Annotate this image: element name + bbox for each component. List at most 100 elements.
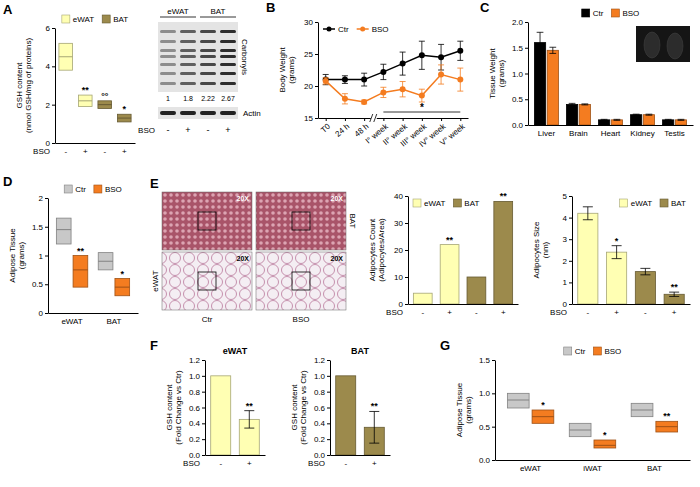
blot-quantification: 2.67 (221, 95, 235, 102)
x-tick-label: + (672, 308, 677, 317)
y-axis-title: Adipose Tissue (8, 228, 17, 283)
y-tick-mark (315, 86, 318, 87)
box-median (569, 430, 591, 431)
error-cap (342, 83, 348, 84)
panel-letter: B (266, 0, 275, 15)
y-axis: 0.00.51.01.5 (479, 356, 496, 465)
error-cap (380, 87, 386, 88)
y-tick-mark (327, 408, 330, 409)
box-median (594, 445, 616, 446)
y-tick-mark (202, 392, 205, 393)
y-tick-label: 1.2 (314, 356, 326, 365)
x-tick-label: + (372, 459, 377, 468)
legend-swatch (102, 15, 110, 23)
y-axis-line (318, 23, 319, 119)
box-median (56, 229, 71, 230)
panel-letter: C (480, 0, 490, 15)
y-tick-mark (202, 408, 205, 409)
y-tick-label: 4 (563, 214, 568, 223)
y-tick-label: 30 (304, 18, 313, 27)
chart-title: BAT (351, 346, 369, 356)
box (569, 423, 591, 436)
plot-texts: *** (615, 236, 678, 292)
legend-swatch (413, 199, 421, 207)
y-tick-label: 1.0 (314, 372, 326, 381)
histology-column-label: Ctr (202, 315, 213, 324)
error-cap (419, 41, 425, 42)
marker (419, 52, 425, 58)
y-tick-label: 0.0 (479, 456, 491, 465)
blot-quantification: 1 (166, 95, 170, 102)
error-cap (380, 97, 386, 98)
y-tick: 0.8 (189, 388, 205, 397)
blot-band (180, 49, 196, 52)
x-axis: T024 h48 hI° weekII° weekIII° weekIV° we… (319, 118, 469, 149)
y-tick: 0.8 (314, 388, 330, 397)
bar (607, 252, 627, 304)
blot-band (160, 30, 176, 33)
box-median (115, 287, 130, 288)
y-tick-label: 20 (394, 246, 403, 255)
legend: eWATBAT (620, 199, 686, 208)
y-tick: 1.5 (512, 44, 528, 53)
x-tick: Testis (664, 125, 684, 138)
y-axis: 0246 (46, 24, 56, 148)
error-cap (601, 119, 608, 120)
y-tick: 3 (563, 235, 572, 244)
error-cap (244, 428, 254, 429)
histology-image (162, 192, 252, 250)
blot-band (160, 63, 176, 66)
x-tick-label: eWAT (520, 464, 541, 473)
error-cap (537, 52, 544, 53)
axis-break (374, 114, 377, 122)
chart-7: 0.00.20.40.60.81.01.2GSH content(Fold Ch… (290, 346, 391, 468)
x-tick: + (83, 143, 88, 156)
x-axis: -+ (206, 455, 266, 468)
error-cap (457, 60, 463, 61)
x-axis-title: BSO (33, 147, 50, 156)
blot-band (220, 49, 236, 52)
x-tick: Heart (601, 125, 621, 138)
error-bar (552, 47, 553, 53)
x-axis-line (206, 455, 266, 456)
blot-band (180, 72, 196, 75)
x-tick-label: + (614, 308, 619, 317)
bar (578, 213, 598, 304)
legend-label: BSO (622, 9, 639, 18)
box-median (78, 100, 92, 101)
error-cap (678, 119, 685, 120)
box-median (507, 400, 529, 401)
y-axis-title: Body Weight (278, 47, 287, 93)
box (59, 43, 73, 70)
y-tick-mark (202, 360, 205, 361)
x-axis: -+ (331, 455, 391, 468)
histology-row-label: eWAT (151, 270, 160, 291)
legend-swatch (327, 27, 332, 32)
legend-label: Ctr (75, 185, 86, 194)
error-cap (569, 103, 576, 104)
plot-texts: * (383, 102, 460, 113)
y-tick-mark (202, 423, 205, 424)
box (507, 393, 529, 408)
significance: ** (500, 191, 508, 201)
y-tick-mark (315, 118, 318, 119)
box (73, 256, 88, 288)
chart-6: F0.00.20.40.60.81.01.2GSH content(Fold C… (150, 338, 266, 468)
y-tick-mark (405, 196, 408, 197)
blot-band (160, 55, 176, 58)
plot-texts: eWAT** (223, 346, 253, 411)
box (631, 403, 653, 416)
error-cap (614, 119, 621, 120)
y-tick-mark (405, 250, 408, 251)
error-cap (549, 47, 556, 48)
y-tick: 1.2 (314, 356, 330, 365)
y-tick: 0.5 (32, 280, 48, 289)
y-tick-mark (315, 22, 318, 23)
error-cap (583, 206, 593, 207)
y-tick-mark (45, 256, 48, 257)
y-tick: 1.5 (32, 223, 48, 232)
x-axis-line (573, 304, 691, 305)
panel-letter: F (150, 338, 158, 353)
panel-letter: A (3, 2, 13, 17)
x-axis-line (49, 313, 139, 314)
